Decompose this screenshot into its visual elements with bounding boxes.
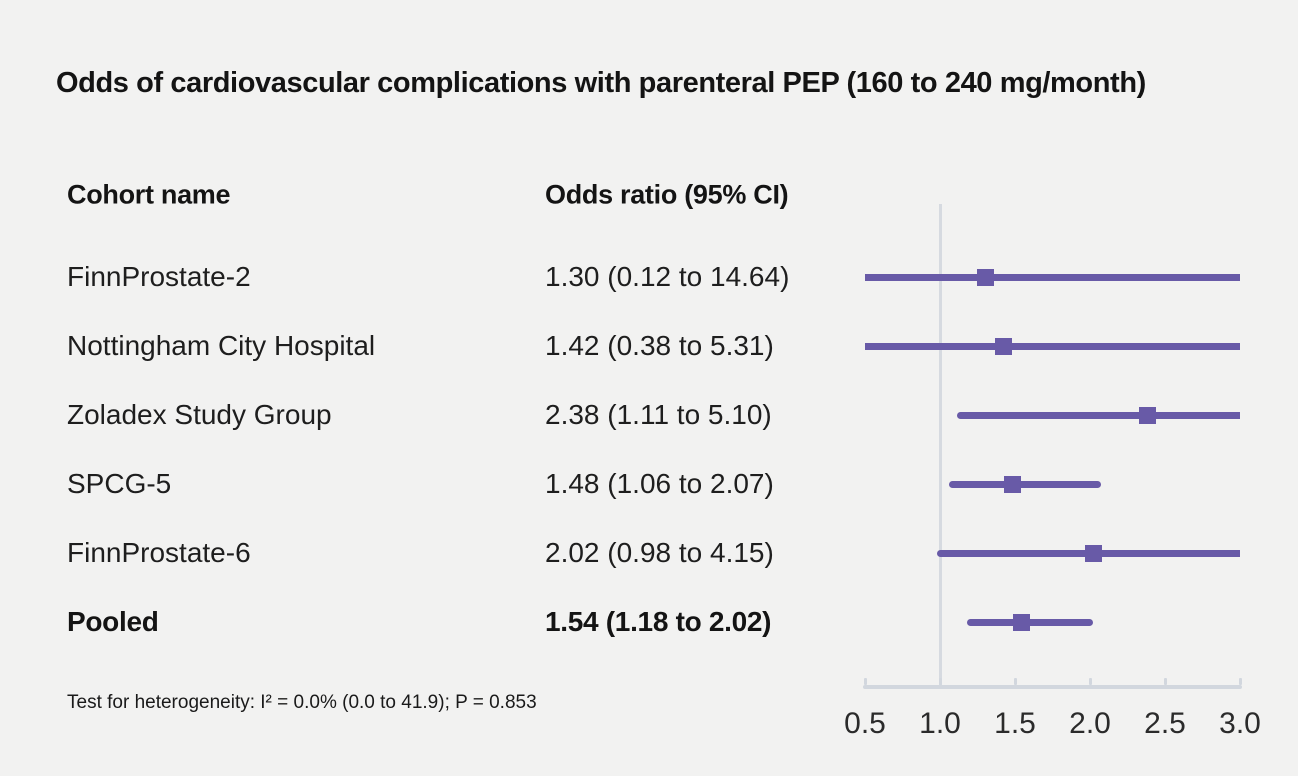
confidence-interval-line (967, 618, 1093, 626)
x-axis-tick (1013, 678, 1017, 685)
point-estimate-marker (994, 337, 1012, 355)
x-axis-tick (1238, 678, 1242, 685)
cohort-name: FinnProstate-2 (67, 261, 251, 292)
point-estimate-marker (1003, 475, 1021, 493)
heterogeneity-note: Test for heterogeneity: I² = 0.0% (0.0 t… (67, 692, 537, 713)
x-axis-tick-label: 2.0 (1069, 707, 1111, 740)
confidence-interval-line (949, 480, 1101, 488)
odds-ratio-value: 2.02 (0.98 to 4.15) (545, 537, 774, 568)
x-axis-tick (1163, 678, 1167, 685)
column-header-odds-ratio: Odds ratio (95% CI) (545, 179, 789, 210)
cohort-name: SPCG-5 (67, 468, 172, 499)
x-axis-tick (863, 678, 867, 685)
x-axis-tick-label: 0.5 (844, 707, 886, 740)
x-axis-tick-label: 2.5 (1144, 707, 1186, 740)
x-axis-line (863, 685, 1242, 689)
x-axis-tick-label: 1.5 (994, 707, 1036, 740)
point-estimate-marker (1012, 613, 1030, 631)
column-header-cohort: Cohort name (67, 179, 231, 210)
cohort-name: Nottingham City Hospital (67, 330, 376, 361)
point-estimate-marker (1138, 406, 1156, 424)
confidence-interval-line (956, 411, 1240, 419)
x-axis-tick-label: 3.0 (1219, 707, 1261, 740)
cohort-name: Pooled (67, 606, 159, 637)
x-axis-tick (1088, 678, 1092, 685)
point-estimate-marker (976, 268, 994, 286)
odds-ratio-value: 1.42 (0.38 to 5.31) (545, 330, 774, 361)
cohort-name: FinnProstate-6 (67, 537, 251, 568)
odds-ratio-value: 1.30 (0.12 to 14.64) (545, 261, 790, 292)
odds-ratio-value: 2.38 (1.11 to 5.10) (545, 399, 772, 430)
cohort-name: Zoladex Study Group (67, 399, 332, 430)
reference-line (938, 204, 942, 689)
chart-title: Odds of cardiovascular complications wit… (56, 67, 1146, 99)
confidence-interval-line (865, 273, 1240, 281)
odds-ratio-value: 1.48 (1.06 to 2.07) (545, 468, 774, 499)
odds-ratio-value: 1.54 (1.18 to 2.02) (545, 606, 772, 637)
point-estimate-marker (1084, 544, 1102, 562)
x-axis-tick (938, 678, 942, 685)
x-axis-tick-label: 1.0 (919, 707, 961, 740)
confidence-interval-line (865, 342, 1240, 350)
